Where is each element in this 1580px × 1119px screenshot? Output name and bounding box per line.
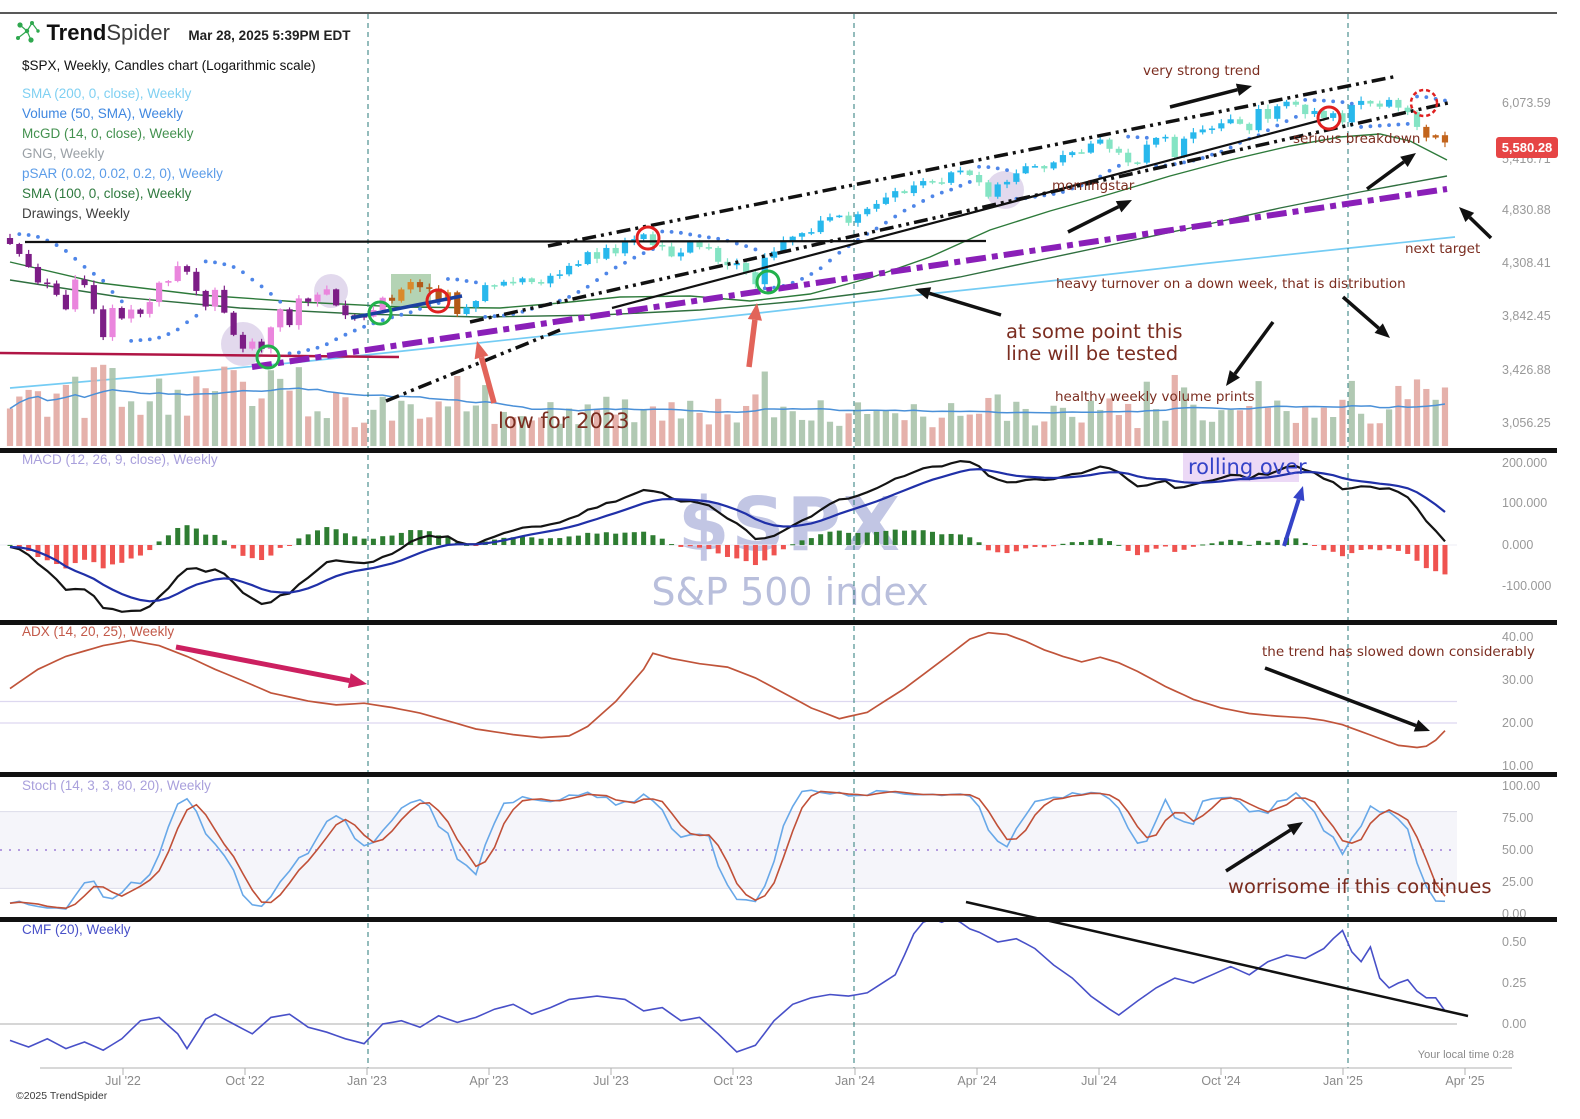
volume-bars <box>6 364 1449 446</box>
cmf-panel <box>9 917 1446 1053</box>
y-axis-label: 3,842.45 <box>1502 309 1551 323</box>
y-axis-label: 0.000 <box>1502 538 1534 552</box>
y-axis-label: 3,426.88 <box>1502 363 1551 377</box>
panel-label-3: CMF (20), Weekly <box>22 922 131 937</box>
legend-item-0[interactable]: SMA (200, 0, close), Weekly <box>22 86 192 101</box>
y-axis-label: 0.25 <box>1502 976 1527 990</box>
chart-timestamp: Mar 28, 2025 5:39PM EDT <box>188 28 351 43</box>
y-axis-label: 100.00 <box>1502 779 1541 793</box>
copyright: ©2025 TrendSpider <box>16 1090 108 1102</box>
y-axis-label: -100.000 <box>1502 579 1552 593</box>
chart-symbol-title: $SPX, Weekly, Candles chart (Logarithmic… <box>22 58 316 73</box>
y-axis-label: 50.00 <box>1502 843 1534 857</box>
x-axis-label: Oct '24 <box>1201 1074 1241 1088</box>
y-axis-label: 0.00 <box>1502 1017 1527 1031</box>
x-axis-label: Apr '24 <box>957 1074 997 1088</box>
x-axis-label: Jul '23 <box>593 1074 629 1088</box>
y-axis-label: 10.00 <box>1502 759 1534 773</box>
y-axis-label: 100.000 <box>1502 496 1548 510</box>
header: TrendSpider Mar 28, 2025 5:39PM EDT <box>14 18 351 52</box>
indicator-legend: SMA (200, 0, close), Weekly Volume (50, S… <box>22 84 223 224</box>
year-divider-lines <box>367 14 1349 1068</box>
trendspider-logo-icon <box>16 21 40 43</box>
y-axis-label: 25.00 <box>1502 875 1534 889</box>
x-axis-label: Jul '24 <box>1081 1074 1117 1088</box>
candles <box>6 96 1449 354</box>
x-axis-label: Jan '23 <box>347 1074 387 1088</box>
y-axis-label: 4,308.41 <box>1502 256 1551 270</box>
y-axis-label: 40.00 <box>1502 630 1534 644</box>
x-axis-label: Jan '24 <box>835 1074 875 1088</box>
local-time-label: Your local time 0:28 <box>1417 1049 1514 1061</box>
y-axis-label: 200.000 <box>1502 456 1548 470</box>
adx-panel <box>9 631 1446 749</box>
x-axis-label: Apr '23 <box>469 1074 509 1088</box>
legend-item-4[interactable]: pSAR (0.02, 0.02, 0.2, 0), Weekly <box>22 166 223 181</box>
legend-item-2[interactable]: McGD (14, 0, close), Weekly <box>22 126 194 141</box>
x-axis-label: Oct '23 <box>713 1074 753 1088</box>
y-axis-label: 4,830.88 <box>1502 203 1551 217</box>
x-axis-label: Oct '22 <box>225 1074 265 1088</box>
x-axis-label: Jan '25 <box>1323 1074 1363 1088</box>
stoch-panel <box>9 789 1446 910</box>
y-axis-label: 75.00 <box>1502 811 1534 825</box>
y-axis-label: 30.00 <box>1502 673 1534 687</box>
legend-item-6[interactable]: Drawings, Weekly <box>22 206 130 221</box>
y-axis-label: 0.50 <box>1502 935 1527 949</box>
macd-panel <box>7 452 1448 613</box>
panel-frame <box>0 12 1557 1075</box>
legend-item-5[interactable]: SMA (100, 0, close), Weekly <box>22 186 192 201</box>
panel-grids <box>0 544 1457 1025</box>
x-axis-label: Jul '22 <box>105 1074 141 1088</box>
legend-item-1[interactable]: Volume (50, SMA), Weekly <box>22 106 184 121</box>
annotation-arrows <box>175 83 1493 873</box>
x-axis-label: Apr '25 <box>1445 1074 1485 1088</box>
panel-label-0: MACD (12, 26, 9, close), Weekly <box>22 452 218 467</box>
y-axis-label: 20.00 <box>1502 716 1534 730</box>
last-price-badge: 5,580.28 <box>1496 137 1558 158</box>
logo-text-bold: Trend <box>46 20 107 45</box>
y-axis-label: 6,073.59 <box>1502 96 1551 110</box>
logo-text-light: Spider <box>106 20 170 45</box>
panel-label-1: ADX (14, 20, 25), Weekly <box>22 624 175 639</box>
trendline-drawings <box>0 74 1469 1018</box>
legend-item-3[interactable]: GNG, Weekly <box>22 146 105 161</box>
panel-label-2: Stoch (14, 3, 3, 80, 20), Weekly <box>22 778 211 793</box>
y-axis-label: 3,056.25 <box>1502 416 1551 430</box>
